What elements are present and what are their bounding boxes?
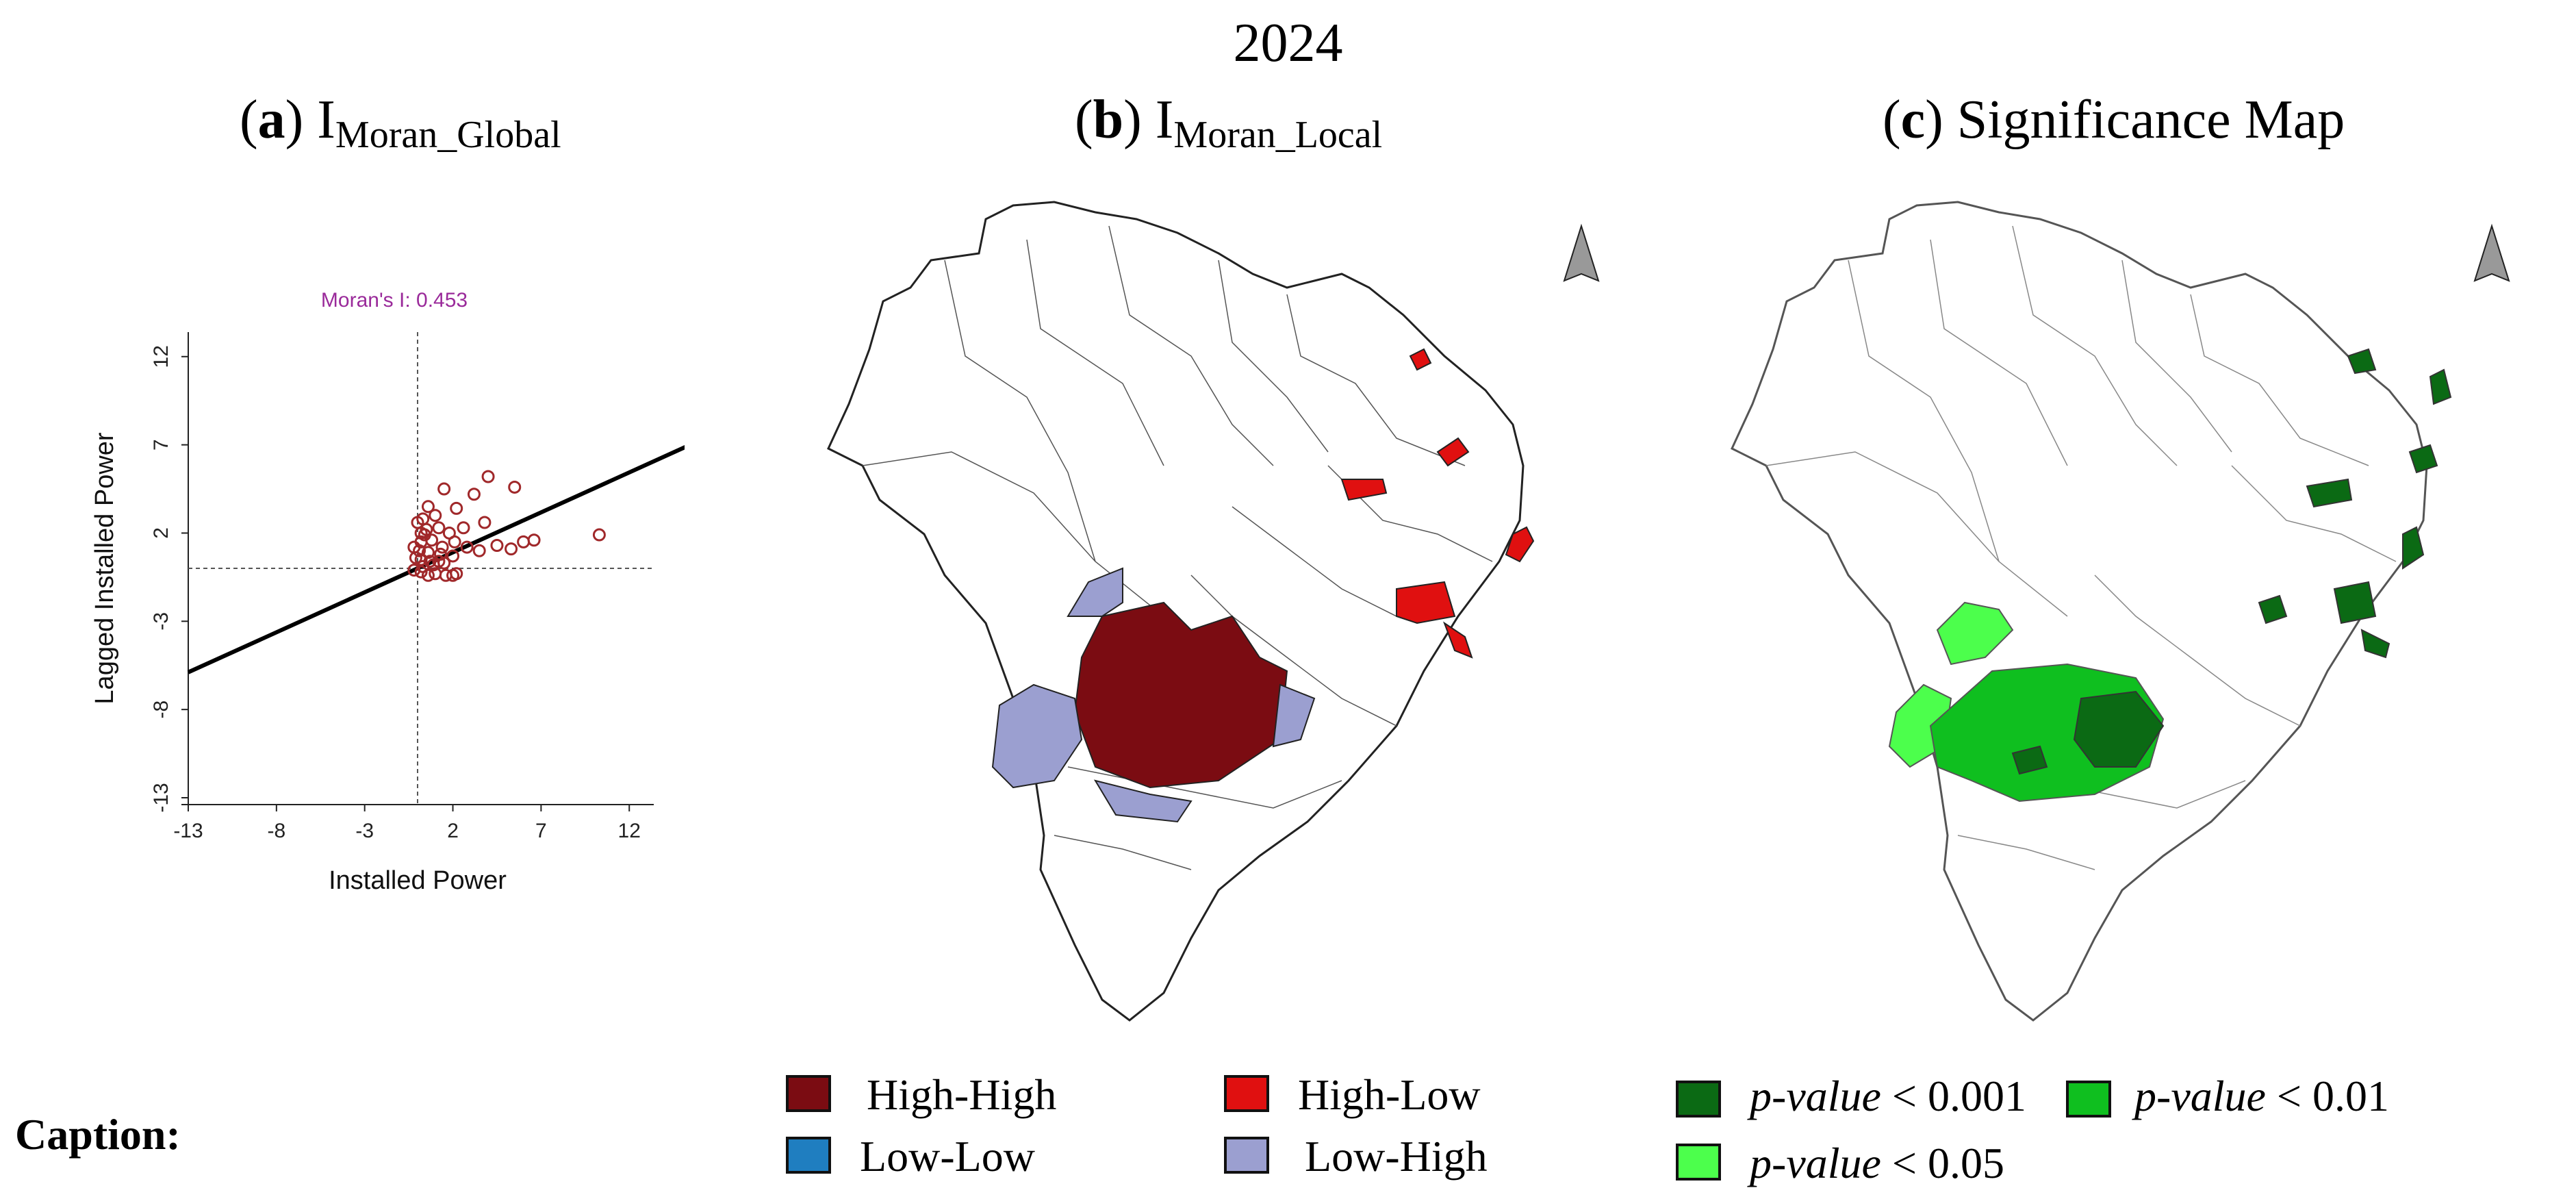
low-high-cluster-east — [1272, 683, 1316, 748]
scatter-point — [490, 539, 504, 552]
north-arrow-icon — [2473, 223, 2510, 282]
low-high-cluster-south — [1093, 779, 1193, 823]
high-low-cluster-5 — [1396, 581, 1456, 624]
scatter-point — [592, 528, 606, 542]
scatter-point — [421, 568, 435, 582]
y-axis-label: Lagged Installed Power — [90, 432, 119, 705]
significance-p0001-ne-2 — [2429, 368, 2452, 405]
y-tick-label: 12 — [150, 345, 173, 368]
legend-swatch-low-low — [786, 1137, 831, 1174]
x-tick-label: -8 — [268, 820, 286, 842]
scatter-point — [446, 549, 460, 563]
scatter-point — [467, 488, 481, 501]
legend-label-p005: p-value < 0.05 — [1750, 1139, 2004, 1187]
scatter-point — [437, 556, 451, 570]
x-axis-label: Installed Power — [329, 866, 507, 895]
legend-label-low-high: Low-High — [1305, 1132, 1488, 1181]
significance-p0001-ne-7 — [2360, 629, 2390, 659]
significance-map — [1731, 201, 2510, 1022]
scatter-point — [481, 470, 495, 483]
x-tick-label: 7 — [535, 820, 547, 842]
scatter-point — [414, 565, 428, 579]
scatter-point — [418, 528, 431, 542]
y-tick-label: -13 — [150, 783, 173, 812]
axes-layer: -13 -8 -3 2 7 12 -13 -8 -3 2 7 12 — [150, 332, 685, 842]
high-low-cluster-1 — [1409, 348, 1432, 371]
scatter-point — [457, 521, 470, 535]
significance-p0001-cluster — [2073, 690, 2165, 768]
scatter-point — [429, 509, 442, 522]
regression-line — [187, 445, 685, 674]
scatter-point — [421, 546, 435, 559]
scatter-point — [448, 535, 461, 548]
scatter-point — [407, 564, 421, 577]
scatter-point — [435, 540, 449, 554]
legend-swatch-low-high — [1224, 1137, 1269, 1174]
x-tick-label: -3 — [355, 820, 374, 842]
caption-label: Caption: — [15, 1110, 181, 1159]
legend-swatch-p005 — [1676, 1144, 1721, 1181]
moran-scatter-plot: Moran's I: 0.453 -13 -8 -3 2 7 12-13-8-32712 … — [90, 289, 685, 895]
scatter-point — [517, 535, 531, 548]
low-high-cluster-west — [991, 683, 1083, 789]
legend-local-moran: High-High High-Low Low-Low Low-High — [786, 1070, 1488, 1191]
significance-p0001-small — [2011, 745, 2048, 775]
chart-title: Moran's I: 0.453 — [321, 289, 468, 312]
brazil-outline — [827, 201, 1525, 1022]
panel-c-title: (c) Significance Map — [1883, 90, 2345, 150]
y-tick-label: -3 — [150, 612, 173, 631]
scatter-point — [411, 516, 424, 529]
significance-p0001-ne-1 — [2347, 348, 2377, 375]
x-tick-label: 12 — [618, 820, 641, 842]
scatter-point — [432, 521, 446, 535]
scatter-point — [472, 544, 486, 557]
legend-label-p001: p-value < 0.01 — [2134, 1072, 2389, 1120]
y-tick-label: 7 — [150, 439, 173, 451]
legend-swatch-high-low — [1224, 1075, 1269, 1112]
significance-p0001-ne-6 — [2333, 581, 2377, 624]
panel-b-title: (b) IMoran_Local — [1075, 90, 1383, 156]
scatter-point — [460, 540, 474, 554]
high-low-cluster-4 — [1505, 526, 1535, 563]
points-layer — [407, 470, 606, 582]
scatter-point — [450, 501, 463, 515]
y-tick-label: 2 — [150, 527, 173, 539]
significance-p0001-ne-8 — [2258, 594, 2288, 624]
y-tick-label: -8 — [150, 701, 173, 719]
north-arrow-icon — [1563, 223, 1600, 282]
scatter-point — [446, 568, 460, 582]
scatter-point — [505, 542, 518, 556]
legend-swatch-p0001 — [1676, 1081, 1721, 1118]
high-low-cluster-2 — [1436, 437, 1470, 467]
significance-p005-north — [1936, 601, 2014, 666]
scatter-point — [478, 516, 492, 529]
legend-label-high-low: High-Low — [1298, 1070, 1481, 1119]
high-low-cluster-6 — [1442, 621, 1473, 659]
legend-label-high-high: High-High — [867, 1070, 1057, 1119]
high-low-cluster-3 — [1340, 479, 1388, 501]
legend-label-p0001: p-value < 0.001 — [1750, 1072, 2026, 1120]
x-tick-label: 2 — [447, 820, 459, 842]
scatter-point — [527, 533, 541, 547]
scatter-point — [508, 480, 522, 494]
scatter-point — [407, 540, 421, 554]
legend-swatch-high-high — [786, 1075, 831, 1112]
significance-p0001-ne-4 — [2306, 478, 2353, 508]
x-tick-label: -13 — [173, 820, 203, 842]
significance-p0001-ne-5 — [2402, 526, 2425, 570]
brazil-outline — [1731, 201, 2428, 1022]
figure-year: 2024 — [1233, 13, 1343, 73]
legend-label-low-low: Low-Low — [860, 1132, 1035, 1181]
legend-swatch-p001 — [2066, 1081, 2111, 1118]
moran-local-map — [827, 201, 1600, 1022]
low-high-cluster-north — [1067, 567, 1123, 617]
legend-significance: p-value < 0.001 p-value < 0.01 p-value <… — [1676, 1072, 2566, 1191]
panel-a-title: (a) IMoran_Global — [240, 90, 561, 156]
significance-p0001-ne-3 — [2408, 444, 2438, 474]
scatter-point — [437, 482, 451, 496]
scatter-point — [421, 500, 435, 514]
